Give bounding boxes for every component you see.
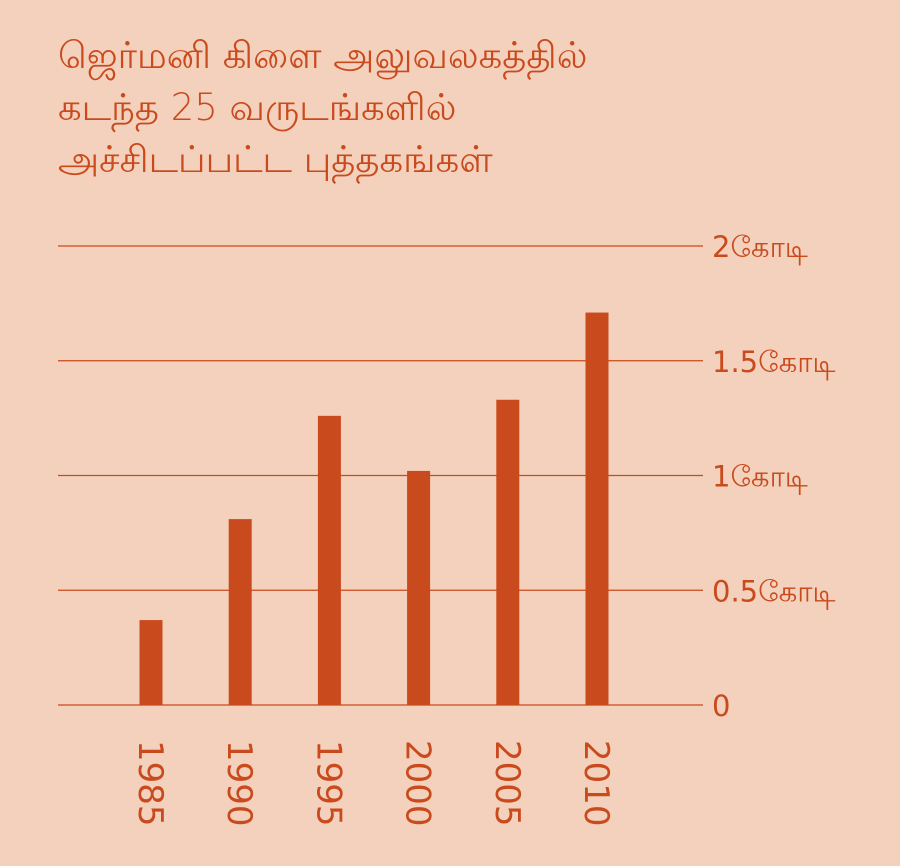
x-tick-label: 1990 (219, 740, 259, 827)
x-axis-ticks: 1985 1990 1995 2000 2005 2010 (130, 740, 616, 827)
y-tick-label: 2கோடி (712, 230, 808, 265)
x-tick-label: 1995 (308, 740, 348, 827)
x-tick-label: 1985 (130, 740, 170, 827)
y-tick-label: 0 (712, 689, 730, 723)
y-axis-ticks: 0 0.5கோடி 1கோடி 1.5கோடி 2கோடி (712, 230, 836, 723)
x-tick-label: 2010 (576, 740, 616, 827)
chart-title-line-3: அச்சிடப்பட்ட புத்தகங்கள் (58, 138, 493, 181)
chart-title: ஜெர்மனி கிளை அலுவலகத்தில் கடந்த 25 வருடங… (58, 30, 858, 186)
y-tick-label: 1கோடி (712, 460, 808, 495)
bar (139, 620, 163, 705)
chart-title-line-2: கடந்த 25 வருடங்களில் (58, 86, 457, 129)
x-tick-label: 2005 (487, 740, 527, 827)
chart-title-line-1: ஜெர்மனி கிளை அலுவலகத்தில் (58, 34, 588, 77)
bars (139, 312, 609, 705)
bar (496, 399, 520, 705)
bar (407, 470, 431, 705)
y-tick-label: 1.5கோடி (712, 345, 836, 380)
bar (585, 312, 609, 705)
y-tick-label: 0.5கோடி (712, 574, 836, 609)
bar (228, 519, 252, 705)
bar (317, 415, 341, 705)
x-tick-label: 2000 (398, 740, 438, 827)
